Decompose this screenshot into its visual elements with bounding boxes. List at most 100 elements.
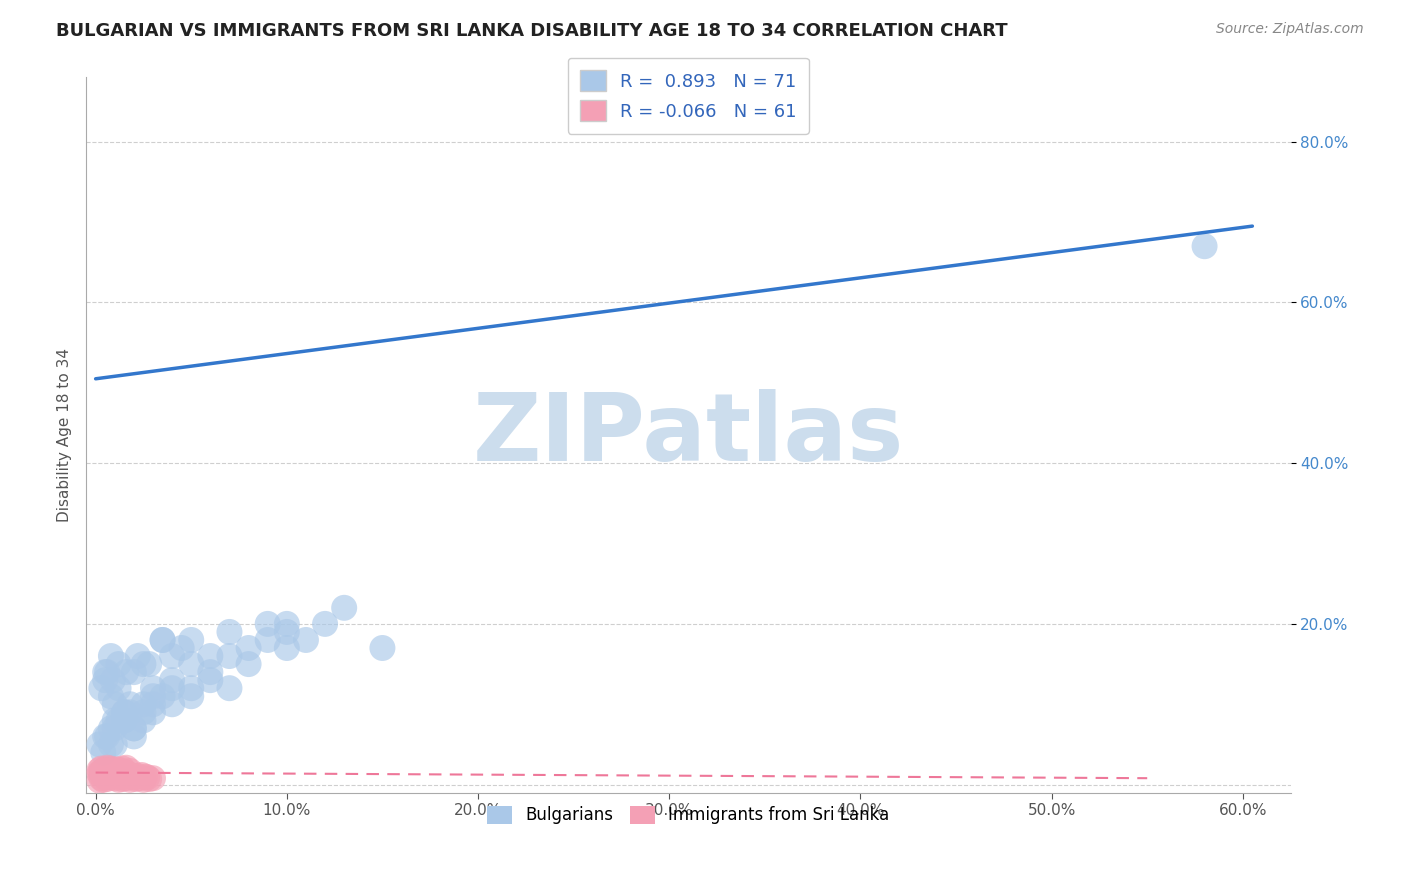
Point [100,771,122,785]
Point [238,640,260,655]
Point [142,681,165,696]
Point [105,762,128,776]
Point [89,773,111,788]
Point [218,624,240,639]
Point [96,772,118,786]
Point [94,730,117,744]
Point [132,714,155,728]
Point [112,706,135,720]
Point [101,769,124,783]
Point [90,762,112,776]
Text: BULGARIAN VS IMMIGRANTS FROM SRI LANKA DISABILITY AGE 18 TO 34 CORRELATION CHART: BULGARIAN VS IMMIGRANTS FROM SRI LANKA D… [56,22,1008,40]
Point [110,763,132,777]
Point [94,762,117,776]
Point [200,665,222,679]
Point [104,738,127,752]
Point [115,761,138,775]
Point [142,771,165,785]
Point [91,764,114,778]
Point [314,616,336,631]
Point [117,768,139,782]
Point [98,768,121,782]
Point [105,765,128,780]
Point [200,648,222,663]
Point [142,690,165,704]
Point [96,761,118,775]
Point [110,766,132,780]
Point [111,764,134,779]
Point [180,690,202,704]
Point [115,765,138,780]
Point [104,771,127,785]
Point [91,767,114,781]
Point [91,746,114,760]
Point [107,772,129,787]
Point [90,771,112,785]
Point [89,738,111,752]
Point [142,706,165,720]
Point [107,681,129,696]
Point [128,771,150,785]
Point [115,665,138,679]
Point [105,767,128,781]
Point [256,616,278,631]
Point [118,698,141,712]
Point [276,624,298,639]
Legend: Bulgarians, Immigrants from Sri Lanka: Bulgarians, Immigrants from Sri Lanka [477,796,900,834]
Point [122,730,145,744]
Point [89,763,111,777]
Point [94,765,117,780]
Point [96,764,118,778]
Y-axis label: Disability Age 18 to 34: Disability Age 18 to 34 [58,348,72,522]
Point [132,698,155,712]
Point [112,714,135,728]
Point [90,764,112,779]
Point [94,673,117,687]
Point [91,772,114,787]
Point [104,714,127,728]
Point [138,772,160,786]
Point [160,648,183,663]
Point [111,762,134,776]
Point [122,722,145,736]
Text: ZIPatlas: ZIPatlas [472,389,904,481]
Point [104,767,127,781]
Point [238,657,260,671]
Point [160,698,183,712]
Point [122,771,145,785]
Point [107,714,129,728]
Point [276,640,298,655]
Point [122,722,145,736]
Point [96,665,118,679]
Point [118,764,141,778]
Point [110,771,132,785]
Point [200,673,222,687]
Point [136,771,159,785]
Point [101,766,124,780]
Point [333,600,356,615]
Point [98,764,121,779]
Point [276,616,298,631]
Point [107,765,129,780]
Point [127,648,149,663]
Point [125,772,148,786]
Point [152,632,174,647]
Point [104,764,127,778]
Point [180,681,202,696]
Point [218,681,240,696]
Point [142,698,165,712]
Point [256,632,278,647]
Point [100,722,122,736]
Point [170,640,193,655]
Point [100,762,122,776]
Point [132,657,155,671]
Point [180,632,202,647]
Point [295,632,318,647]
Point [107,769,129,783]
Point [112,768,135,782]
Point [101,673,124,687]
Point [115,771,138,785]
Point [122,665,145,679]
Point [218,648,240,663]
Point [121,770,143,784]
